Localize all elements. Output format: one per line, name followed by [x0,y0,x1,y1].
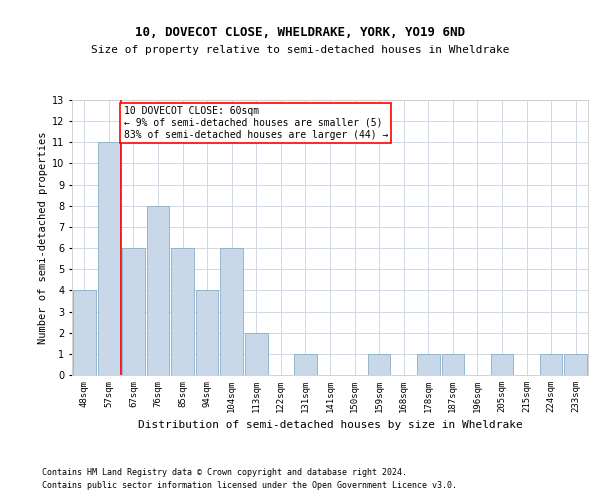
Text: 10, DOVECOT CLOSE, WHELDRAKE, YORK, YO19 6ND: 10, DOVECOT CLOSE, WHELDRAKE, YORK, YO19… [135,26,465,39]
Bar [196,290,218,375]
Bar [220,248,243,375]
Bar [146,206,169,375]
Text: Size of property relative to semi-detached houses in Wheldrake: Size of property relative to semi-detach… [91,45,509,55]
Bar [73,290,95,375]
Text: Contains public sector information licensed under the Open Government Licence v3: Contains public sector information licen… [42,480,457,490]
Bar [491,354,514,375]
Bar [245,332,268,375]
Text: Contains HM Land Registry data © Crown copyright and database right 2024.: Contains HM Land Registry data © Crown c… [42,468,407,477]
Bar [442,354,464,375]
Bar [540,354,562,375]
Bar [122,248,145,375]
Bar [417,354,440,375]
Bar [171,248,194,375]
Bar [294,354,317,375]
Y-axis label: Number of semi-detached properties: Number of semi-detached properties [38,131,48,344]
Bar [368,354,391,375]
Text: 10 DOVECOT CLOSE: 60sqm
← 9% of semi-detached houses are smaller (5)
83% of semi: 10 DOVECOT CLOSE: 60sqm ← 9% of semi-det… [124,106,388,140]
Bar [98,142,120,375]
X-axis label: Distribution of semi-detached houses by size in Wheldrake: Distribution of semi-detached houses by … [137,420,523,430]
Bar [565,354,587,375]
